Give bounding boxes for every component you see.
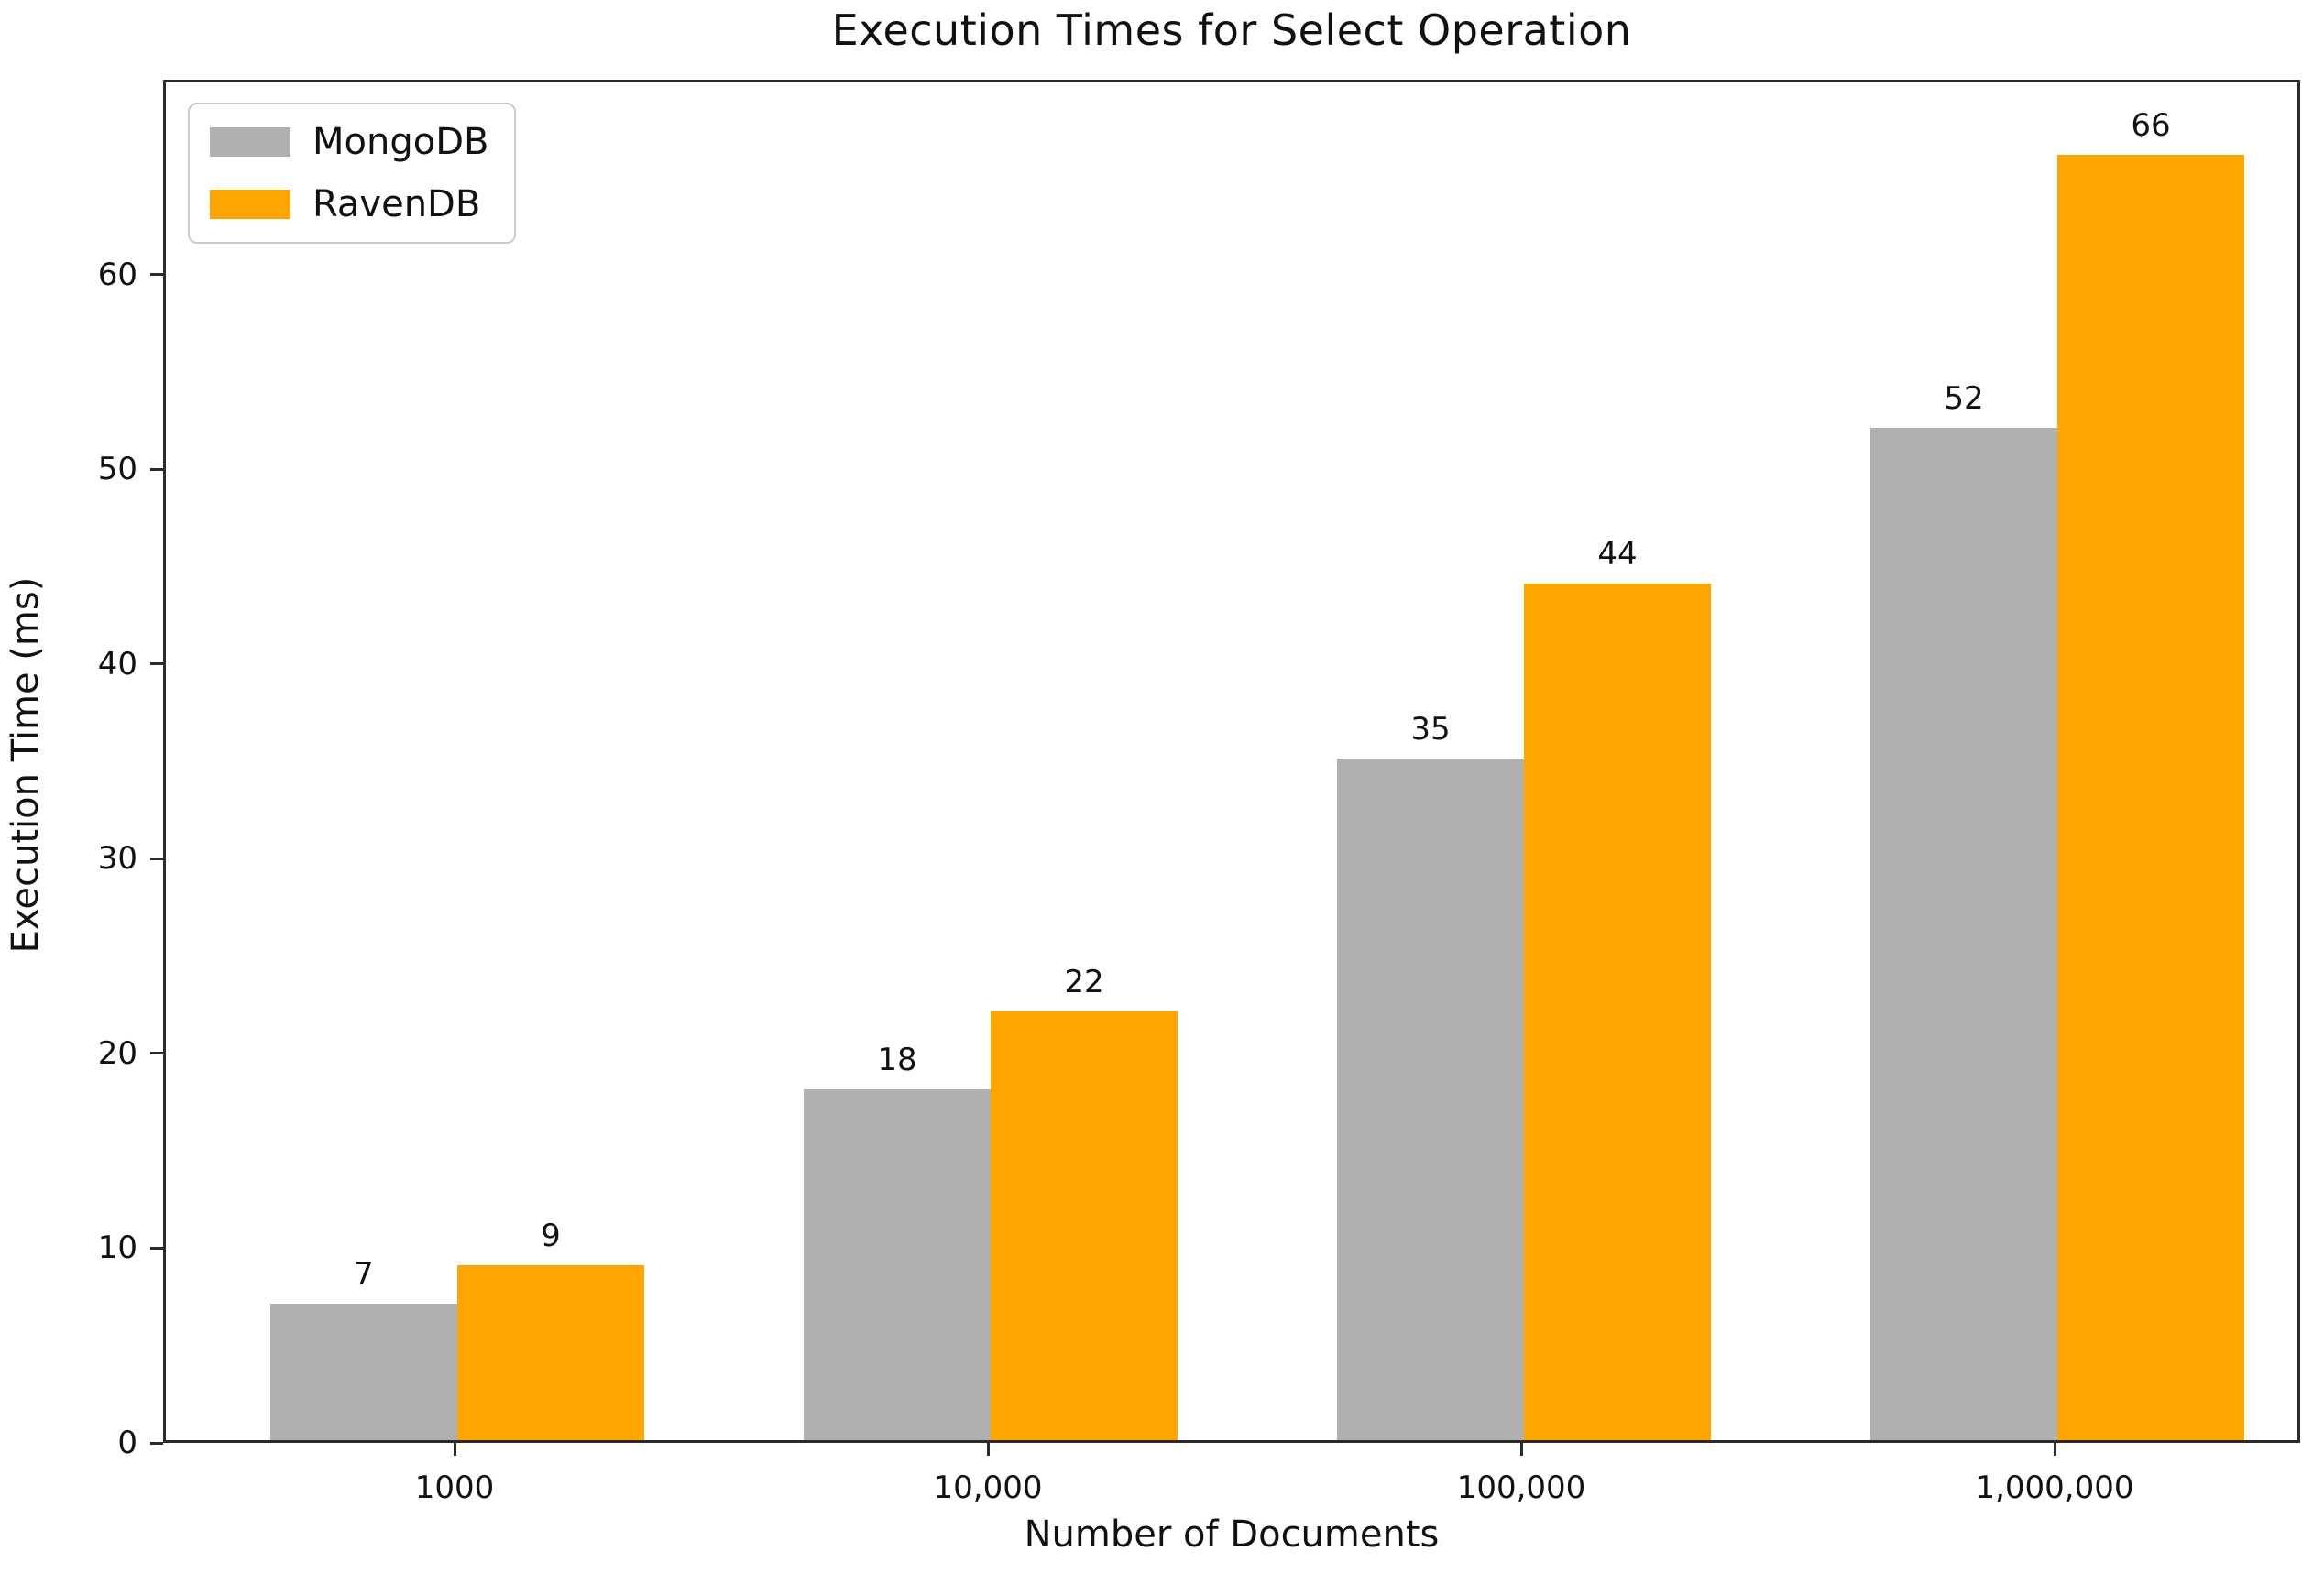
chart-title: Execution Times for Select Operation [831, 5, 1632, 55]
y-tick-mark [150, 1052, 163, 1055]
legend-row-mongodb: MongoDB [210, 121, 488, 163]
bar-ravendb-1,000,000 [2057, 155, 2244, 1440]
x-tick-mark [2053, 1443, 2056, 1456]
y-tick-label: 10 [97, 1229, 137, 1267]
bar-value-label: 22 [1064, 964, 1104, 1001]
y-tick-label: 30 [97, 840, 137, 878]
bar-value-label: 7 [354, 1256, 374, 1294]
bar-value-label: 18 [877, 1042, 917, 1079]
bar-mongodb-1,000,000 [1870, 427, 2057, 1440]
legend-label: MongoDB [312, 121, 489, 163]
x-tick-mark [1519, 1443, 1523, 1456]
y-tick-mark [150, 467, 163, 471]
plot-area: MongoDB RavenDB 7 18 35 52 9 22 44 66 [163, 80, 2300, 1443]
y-tick-label: 60 [97, 256, 137, 293]
y-axis-label: Execution Time (ms) [5, 576, 47, 954]
y-tick-label: 0 [117, 1425, 137, 1461]
x-tick-label: 10,000 [933, 1469, 1043, 1506]
x-tick-mark [453, 1443, 456, 1456]
bar-value-label: 9 [541, 1217, 561, 1254]
bar-value-label: 52 [1944, 379, 1984, 417]
x-tick-label: 1000 [414, 1469, 495, 1506]
y-tick-mark [150, 662, 163, 666]
y-tick-label: 50 [97, 451, 137, 488]
bar-mongodb-100,000 [1337, 759, 1524, 1440]
bar-value-label: 35 [1410, 711, 1451, 748]
legend: MongoDB RavenDB [188, 103, 517, 244]
bar-value-label: 66 [2131, 107, 2171, 145]
legend-swatch-ravendb [210, 190, 290, 219]
bar-value-label: 44 [1597, 535, 1638, 573]
y-tick-label: 20 [97, 1034, 137, 1072]
bar-mongodb-1000 [270, 1304, 457, 1440]
y-tick-mark [150, 1441, 163, 1445]
legend-swatch-mongodb [210, 127, 290, 157]
bar-ravendb-1000 [457, 1264, 644, 1440]
bar-mongodb-10,000 [804, 1089, 991, 1440]
x-tick-label: 100,000 [1456, 1469, 1586, 1506]
x-tick-label: 1,000,000 [1975, 1469, 2134, 1506]
bar-ravendb-100,000 [1524, 583, 1711, 1440]
y-tick-mark [150, 857, 163, 860]
x-tick-mark [986, 1443, 990, 1456]
y-tick-mark [150, 273, 163, 277]
bar-ravendb-10,000 [991, 1011, 1178, 1440]
y-tick-mark [150, 1246, 163, 1250]
y-tick-label: 40 [97, 645, 137, 683]
legend-label: RavenDB [312, 183, 481, 225]
x-axis-label: Number of Documents [1024, 1513, 1440, 1556]
legend-row-ravendb: RavenDB [210, 183, 488, 225]
